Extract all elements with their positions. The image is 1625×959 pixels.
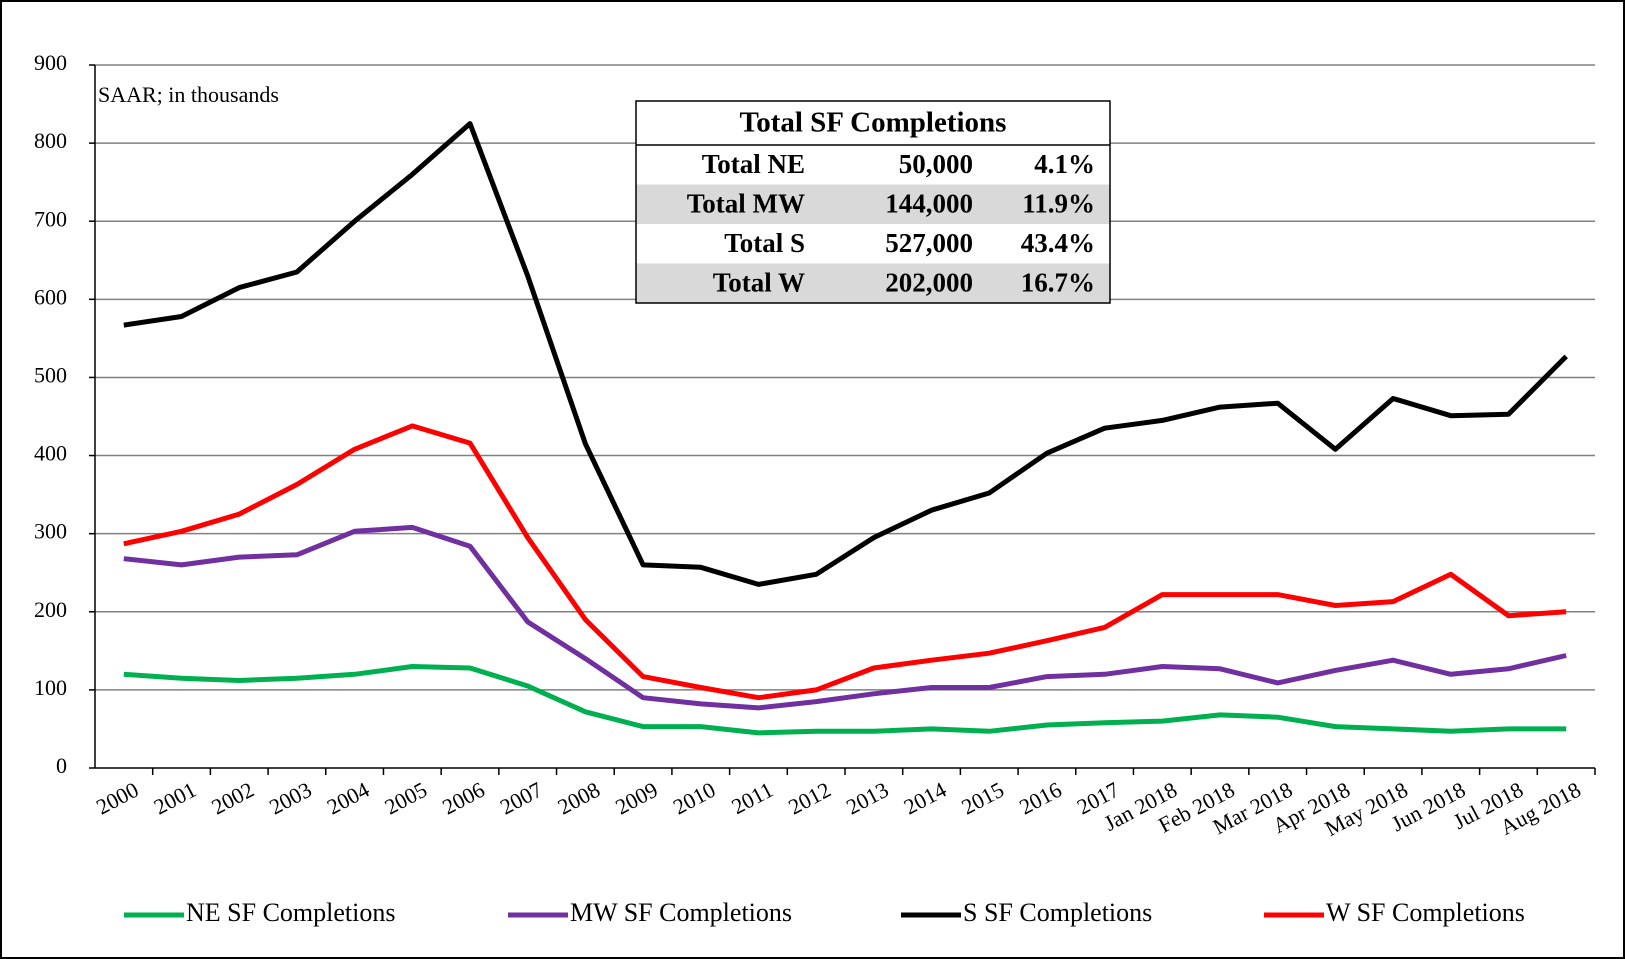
table-cell: 144,000	[885, 188, 973, 218]
table-cell: Total NE	[702, 149, 805, 179]
table-cell: 16.7%	[1021, 267, 1095, 297]
y-tick-label: 400	[34, 441, 67, 466]
table-cell: 527,000	[885, 228, 973, 258]
table-cell: 202,000	[885, 267, 973, 297]
y-tick-label: 700	[34, 206, 67, 231]
legend-label: NE SF Completions	[186, 898, 395, 927]
y-tick-label: 600	[34, 284, 67, 309]
table-cell: 43.4%	[1021, 228, 1095, 258]
y-tick-label: 100	[34, 675, 67, 700]
legend-label: MW SF Completions	[570, 898, 792, 927]
y-tick-label: 0	[56, 753, 67, 778]
table-title: Total SF Completions	[740, 107, 1007, 139]
series-line	[123, 664, 1567, 736]
table-cell: 50,000	[899, 149, 973, 179]
table-cell: Total MW	[687, 188, 805, 218]
y-tick-label: 500	[34, 362, 67, 387]
series-line	[123, 423, 1567, 701]
series-line	[123, 121, 1568, 587]
legend-label: W SF Completions	[1326, 898, 1525, 927]
table-cell: 11.9%	[1022, 188, 1095, 218]
y-tick-label: 300	[34, 519, 67, 544]
y-tick-label: 800	[34, 128, 67, 153]
legend-label: S SF Completions	[963, 898, 1152, 927]
y-tick-label: 200	[34, 597, 67, 622]
table-cell: 4.1%	[1034, 149, 1095, 179]
series-line	[123, 524, 1567, 711]
y-tick-label: 900	[34, 50, 67, 75]
table-border	[635, 100, 1111, 304]
annotation: SAAR; in thousands	[98, 82, 279, 107]
table-cell: Total W	[713, 267, 805, 297]
table-row-shade	[636, 263, 1110, 303]
table-row-shade	[636, 184, 1110, 224]
table-cell: Total S	[724, 228, 805, 258]
